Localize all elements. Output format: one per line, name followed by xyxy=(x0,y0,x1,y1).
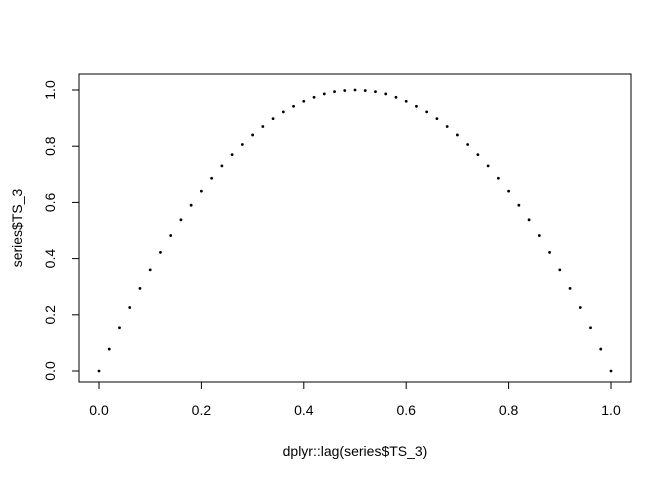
y-axis-label: series$TS_3 xyxy=(9,188,25,267)
x-axis: 0.0 0.2 0.4 0.6 0.8 1.0 xyxy=(89,381,621,418)
data-point xyxy=(220,164,224,168)
data-point xyxy=(384,92,388,96)
data-point xyxy=(435,117,439,121)
y-tick-label: 0.8 xyxy=(42,136,58,156)
data-point xyxy=(548,251,551,254)
data-point xyxy=(363,89,367,92)
data-point xyxy=(138,286,142,290)
data-point xyxy=(558,268,562,272)
data-point xyxy=(292,104,295,108)
plot-frame xyxy=(78,73,632,383)
data-point xyxy=(333,90,336,94)
data-point xyxy=(148,268,152,272)
data-point xyxy=(609,369,613,373)
data-point xyxy=(456,133,459,137)
data-point xyxy=(281,110,285,114)
data-point xyxy=(415,104,418,108)
y-axis: 0.0 0.2 0.4 0.6 0.8 1.0 xyxy=(42,80,80,381)
x-tick-label: 0.0 xyxy=(89,402,109,418)
data-point xyxy=(425,110,429,114)
data-point xyxy=(507,189,510,193)
data-point xyxy=(537,234,541,237)
x-tick-label: 1.0 xyxy=(601,402,621,418)
data-point xyxy=(517,203,521,207)
data-point xyxy=(240,143,244,146)
x-axis-label: dplyr::lag(series$TS_3) xyxy=(283,443,428,459)
data-point xyxy=(578,306,582,309)
x-tick-label: 0.4 xyxy=(294,402,314,418)
data-point xyxy=(118,326,121,330)
data-point xyxy=(599,347,603,351)
data-point xyxy=(159,251,162,254)
data-point xyxy=(169,234,173,237)
data-point xyxy=(302,99,306,103)
data-point xyxy=(496,176,500,180)
data-point xyxy=(486,164,490,168)
x-tick-label: 0.2 xyxy=(192,402,212,418)
data-point xyxy=(261,125,265,128)
data-point xyxy=(128,306,132,309)
data-point xyxy=(527,218,531,222)
data-point xyxy=(476,153,480,157)
x-tick-label: 0.8 xyxy=(499,402,519,418)
data-point xyxy=(466,143,470,146)
y-tick-label: 0.4 xyxy=(42,249,58,269)
x-tick-label: 0.6 xyxy=(396,402,416,418)
data-point xyxy=(312,95,316,99)
data-point xyxy=(210,176,214,180)
data-point xyxy=(97,369,101,373)
data-point xyxy=(589,326,592,330)
data-point xyxy=(404,99,408,103)
y-tick-label: 0.0 xyxy=(42,361,58,381)
data-point xyxy=(568,286,572,290)
data-point xyxy=(200,189,203,193)
y-tick-label: 1.0 xyxy=(42,80,58,100)
y-tick-label: 0.2 xyxy=(42,305,58,325)
data-point xyxy=(374,90,377,94)
data-point xyxy=(230,153,234,157)
data-point xyxy=(353,88,357,92)
data-points xyxy=(97,88,613,373)
y-tick-label: 0.6 xyxy=(42,192,58,212)
data-point xyxy=(445,125,449,128)
data-point xyxy=(179,218,183,222)
data-point xyxy=(271,117,275,121)
data-point xyxy=(343,89,347,92)
data-point xyxy=(107,347,111,351)
data-point xyxy=(189,203,193,207)
data-point xyxy=(251,133,255,137)
data-point xyxy=(322,92,326,96)
data-point xyxy=(394,95,398,99)
